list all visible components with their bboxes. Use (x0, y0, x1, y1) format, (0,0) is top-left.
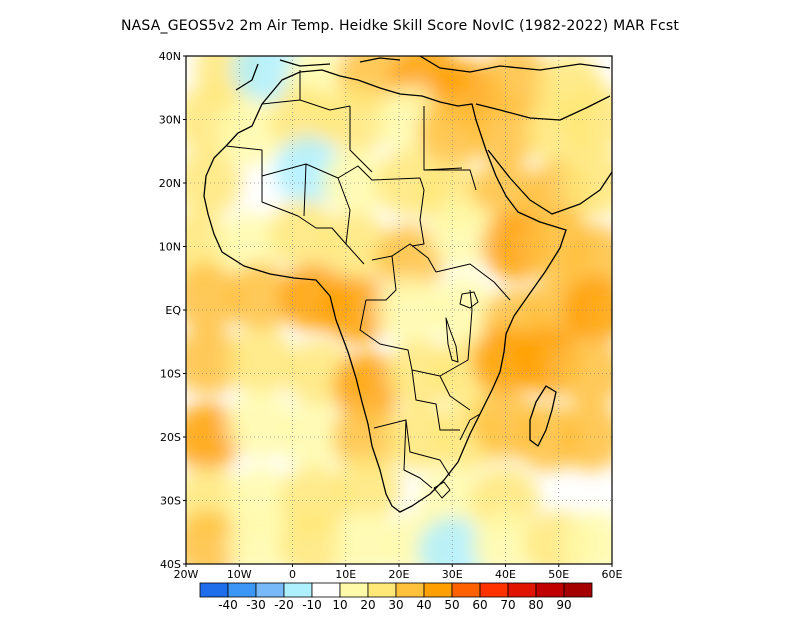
field-cell (215, 212, 284, 281)
lon-tick-label: 30E (442, 568, 463, 581)
field-cell (226, 511, 295, 564)
field-cell (279, 511, 348, 564)
field-cell (322, 149, 391, 217)
field-cell (226, 326, 295, 395)
latitude-labels: 40N 30N 20N 10N EQ 10S 20S 30S 40S (159, 50, 186, 571)
lon-tick-label: 10E (335, 568, 356, 581)
colorbar-swatch (395, 582, 425, 598)
field-cell (322, 85, 391, 154)
country-borders (225, 70, 511, 489)
lon-tick-label: 20W (174, 568, 199, 581)
colorbar-tick-label: 10 (332, 598, 347, 612)
lon-tick-label: 40E (495, 568, 516, 581)
colorbar-tick-label: -20 (274, 598, 294, 612)
colorbar-tick-label: 80 (528, 598, 543, 612)
field-cell (186, 212, 231, 281)
lat-tick-label: 40S (160, 558, 181, 571)
skill-score-field (186, 56, 612, 564)
lon-tick-label: 60E (602, 568, 623, 581)
lon-tick-label: 20E (389, 568, 410, 581)
field-cell (322, 276, 391, 344)
field-cell (375, 225, 444, 294)
colorbar-swatch (311, 582, 341, 598)
lat-lon-grid (186, 56, 612, 564)
colorbar-tick-label: -10 (302, 598, 322, 612)
field-cell (562, 276, 612, 344)
lat-tick-label: 30N (159, 114, 181, 127)
lat-tick-label: 20S (160, 431, 181, 444)
colorbar-swatch (255, 582, 285, 598)
colorbar-swatch (507, 582, 537, 598)
field-cell (186, 326, 242, 395)
field-cell (333, 352, 401, 421)
colorbar-swatch (479, 582, 509, 598)
field-cell (186, 149, 242, 217)
lat-tick-label: 10N (159, 241, 181, 254)
madagascar-outline (529, 385, 557, 447)
field-cell (562, 85, 612, 154)
plot-title: NASA_GEOS5v2 2m Air Temp. Heidke Skill S… (120, 18, 680, 34)
field-cell (269, 85, 338, 154)
field-cell (386, 403, 455, 471)
lat-tick-label: 20N (159, 177, 181, 190)
field-cell (226, 263, 295, 332)
colorbar-swatch (339, 582, 369, 598)
colorbar-tick-label: 60 (472, 598, 487, 612)
field-cell (226, 390, 295, 459)
lat-tick-label: 40N (159, 50, 181, 63)
lon-tick-label: 10W (227, 568, 252, 581)
lon-tick-label: 0 (289, 568, 296, 581)
field-cell (279, 403, 348, 471)
africa-coastline (203, 69, 567, 513)
field-cell (269, 199, 338, 268)
field-cell (428, 199, 497, 268)
arabian-coastline (475, 95, 612, 215)
colorbar-swatch (535, 582, 565, 598)
africa-outline (203, 56, 612, 513)
lake-victoria (459, 291, 479, 309)
field-cell (556, 339, 612, 408)
colorbar-labels: -40 -30 -20 -10 10 20 30 40 50 60 70 80 90 (218, 598, 571, 612)
colorbar-tick-label: 30 (388, 598, 403, 612)
colorbar-tick-label: 20 (360, 598, 375, 612)
colorbar-swatch (227, 582, 257, 598)
field-cell (562, 149, 612, 217)
lat-tick-label: 10S (160, 368, 181, 381)
lake-tanganyika (445, 317, 459, 363)
colorbar-swatch (563, 582, 593, 598)
lat-tick-label: 30S (160, 495, 181, 508)
lat-tick-label: EQ (165, 304, 181, 317)
field-cell (231, 56, 300, 103)
lon-tick-label: 50E (548, 568, 569, 581)
colorbar (199, 582, 593, 598)
longitude-labels: 20W 10W 0 10E 20E 30E 40E 50E 60E (174, 564, 623, 581)
field-cell (322, 212, 391, 281)
field-cell (215, 98, 284, 167)
mediterranean-north (235, 56, 611, 91)
colorbar-tick-label: -40 (218, 598, 238, 612)
field-cell (333, 511, 401, 564)
field-cell (333, 453, 401, 522)
colorbar-swatch (283, 582, 313, 598)
colorbar-swatch (199, 582, 229, 598)
field-cell (471, 511, 540, 564)
colorbar-swatch (451, 582, 481, 598)
colorbar-tick-label: 50 (444, 598, 459, 612)
colorbar-tick-label: -30 (246, 598, 266, 612)
field-cell (562, 511, 612, 564)
field-cell (556, 403, 612, 471)
field-cell (386, 339, 455, 408)
colorbar-swatch (423, 582, 453, 598)
colorbar-tick-label: 40 (416, 598, 431, 612)
colorbar-tick-label: 70 (500, 598, 515, 612)
lesotho-outline (433, 481, 451, 499)
colorbar-tick-label: 90 (556, 598, 571, 612)
field-cell (186, 263, 242, 332)
colorbar-swatch (367, 582, 397, 598)
